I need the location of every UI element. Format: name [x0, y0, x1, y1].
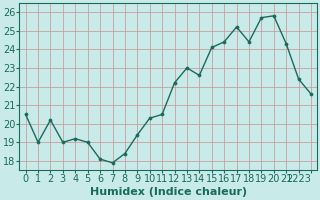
X-axis label: Humidex (Indice chaleur): Humidex (Indice chaleur)	[90, 187, 247, 197]
